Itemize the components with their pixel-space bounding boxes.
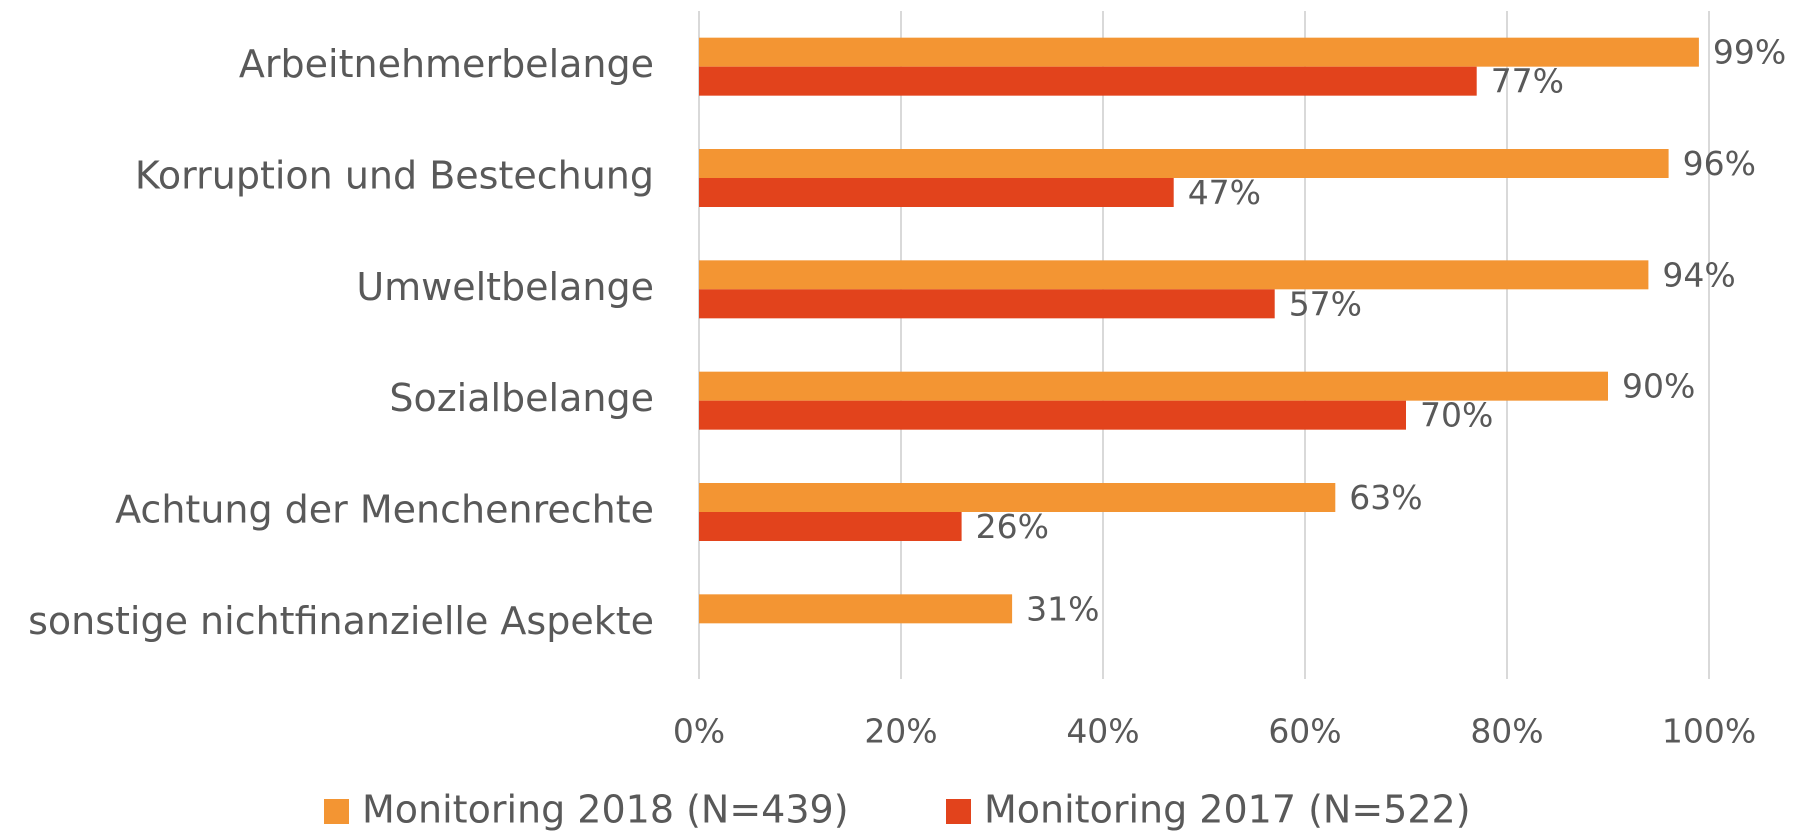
bar (699, 594, 1013, 624)
data-label: 77% (1491, 62, 1564, 101)
y-tick-label: Sozialbelange (389, 376, 654, 420)
bar (699, 37, 1699, 67)
x-tick-label: 100% (1662, 712, 1756, 751)
data-label: 57% (1289, 284, 1362, 323)
bar (699, 289, 1275, 319)
y-tick-label: Achtung der Menchenrechte (115, 488, 654, 532)
x-tick-label: 60% (1268, 712, 1341, 751)
legend-swatch (324, 799, 349, 824)
bar (699, 512, 962, 541)
bar (699, 149, 1669, 178)
y-tick-label: Umweltbelange (356, 265, 654, 309)
x-tick-label: 80% (1470, 712, 1543, 751)
bar (699, 178, 1174, 207)
data-label: 94% (1662, 255, 1735, 294)
data-label: 99% (1713, 33, 1786, 72)
bar (699, 66, 1477, 96)
x-tick-label: 40% (1066, 712, 1139, 751)
legend-label: Monitoring 2018 (N=439) (362, 788, 849, 832)
data-label: 96% (1683, 144, 1756, 183)
legend-swatch (946, 799, 971, 824)
data-label: 26% (976, 507, 1049, 546)
x-tick-label: 0% (673, 712, 725, 751)
y-tick-label: Arbeitnehmerbelange (239, 42, 654, 86)
bar (699, 400, 1406, 430)
data-label: 90% (1622, 367, 1695, 406)
y-tick-label: Korruption und Bestechung (135, 154, 654, 198)
legend-label: Monitoring 2017 (N=522) (984, 788, 1471, 832)
x-tick-label: 20% (864, 712, 937, 751)
data-label: 31% (1026, 589, 1099, 628)
bar (699, 260, 1649, 290)
bar (699, 483, 1336, 512)
data-label: 47% (1188, 173, 1261, 212)
y-tick-label: sonstige nichtfinanzielle Aspekte (28, 599, 654, 643)
data-label: 63% (1349, 478, 1422, 517)
data-label: 70% (1420, 396, 1493, 435)
bar (699, 371, 1608, 401)
